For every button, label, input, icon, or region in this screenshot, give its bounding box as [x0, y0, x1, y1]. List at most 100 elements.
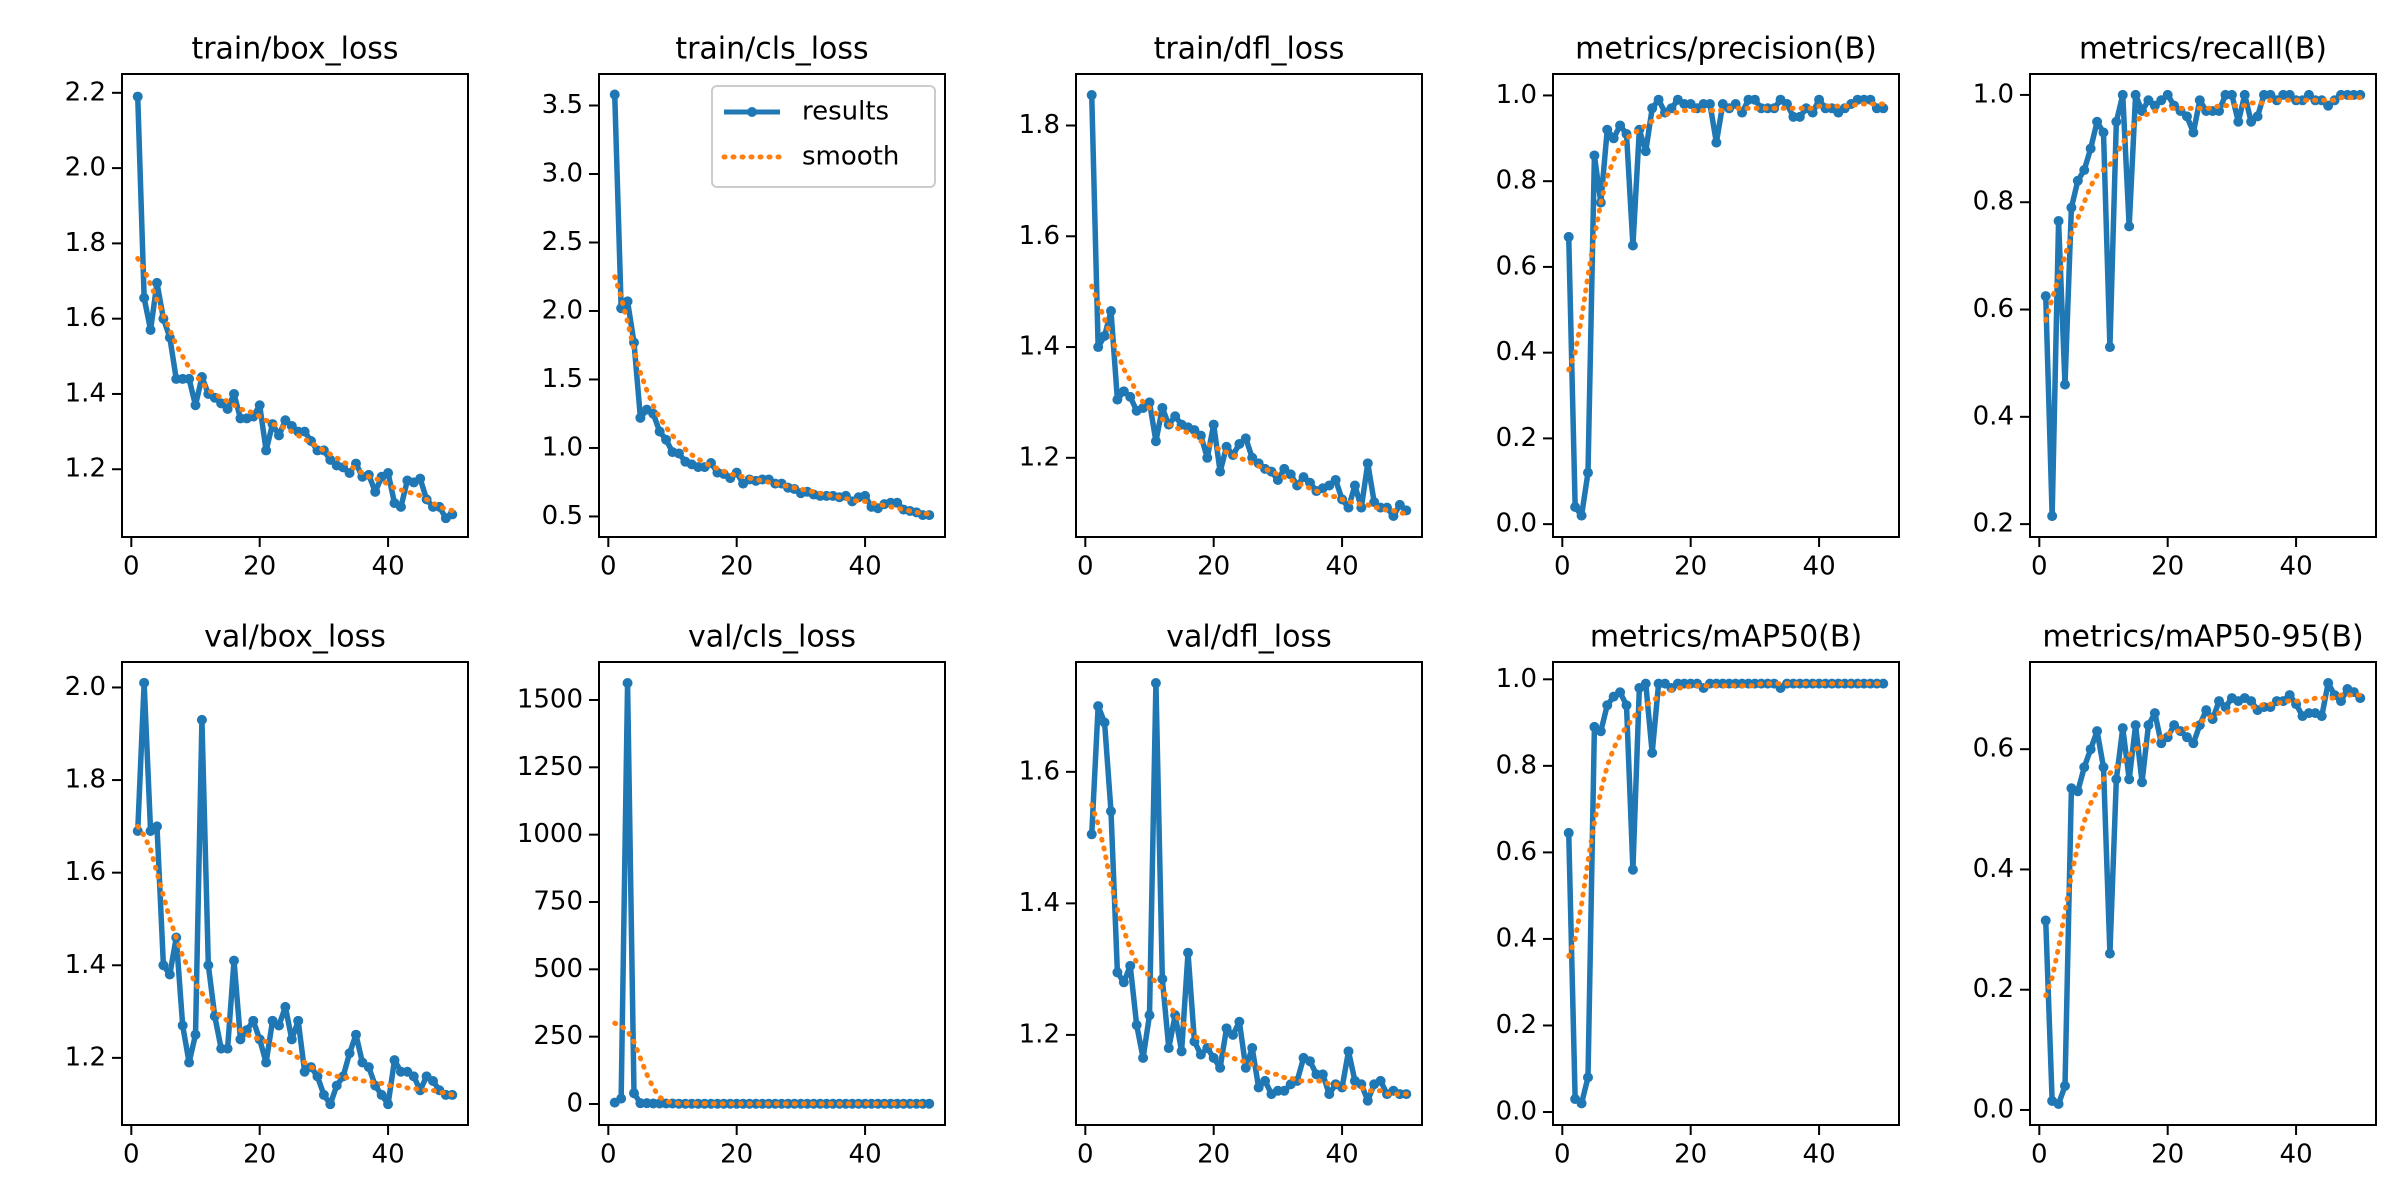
data-point: [1324, 1089, 1335, 1100]
subplot-title: val/cls_loss: [688, 620, 856, 655]
data-point: [1878, 678, 1889, 689]
data-point: [622, 678, 633, 689]
y-tick-label: 1.6: [65, 303, 106, 333]
data-point: [1563, 231, 1574, 242]
data-point: [196, 714, 207, 725]
data-point: [222, 404, 233, 415]
x-tick-label: 20: [243, 1140, 276, 1170]
data-point: [1099, 330, 1110, 341]
data-point: [1260, 1075, 1271, 1086]
x-tick-label: 0: [2031, 552, 2048, 582]
y-tick-label: 2.0: [542, 295, 583, 325]
x-tick-label: 20: [2151, 552, 2184, 582]
y-tick-label: 0.4: [1496, 923, 1537, 953]
data-point: [924, 1098, 935, 1109]
data-point: [1086, 90, 1097, 101]
data-point: [318, 1089, 329, 1100]
data-point: [293, 1015, 304, 1026]
data-point: [254, 400, 265, 411]
data-point: [661, 434, 672, 445]
legend-label: results: [802, 97, 889, 127]
smooth-line: [612, 274, 932, 517]
subplot: metrics/recall(B) 0 20 40 0.2 0.4 0.6 0.8 1.0: [1973, 32, 2377, 582]
smooth-line: [2043, 95, 2363, 323]
y-tick-label: 2.0: [65, 672, 106, 702]
data-point: [1582, 467, 1593, 478]
data-point: [1099, 717, 1110, 728]
data-point: [261, 445, 272, 456]
data-point: [2323, 678, 2334, 689]
data-point: [1138, 1052, 1149, 1063]
data-point: [1666, 103, 1677, 114]
y-tick-label: 0.5: [542, 501, 583, 531]
axes-frame: [121, 661, 469, 1126]
x-tick-label: 20: [2151, 1140, 2184, 1170]
y-tick-label: 0.6: [1973, 294, 2014, 324]
y-tick-label: 1.0: [1496, 80, 1537, 110]
subplot-title: val/dfl_loss: [1166, 620, 1331, 655]
data-point: [1105, 306, 1116, 317]
x-tick-label: 20: [1674, 552, 1707, 582]
x-tick-label: 20: [720, 1140, 753, 1170]
data-point: [280, 415, 291, 426]
data-point: [1131, 1020, 1142, 1031]
data-point: [2092, 116, 2103, 127]
data-point: [628, 1088, 639, 1099]
data-point: [892, 497, 903, 508]
data-point: [1615, 120, 1626, 131]
axes-frame: [1552, 661, 1900, 1126]
data-point: [190, 400, 201, 411]
data-point: [2085, 143, 2096, 154]
subplot-title: train/dfl_loss: [1154, 32, 1345, 67]
y-tick-label: 1.4: [1019, 888, 1060, 918]
plot-area: [1086, 678, 1412, 1106]
results-line: [1565, 96, 1884, 519]
y-tick-label: 1250: [517, 752, 583, 782]
x-tick-label: 40: [849, 552, 882, 582]
y-tick-label: 1.4: [1019, 332, 1060, 362]
data-point: [286, 1034, 297, 1045]
data-point: [1118, 977, 1129, 988]
data-point: [1621, 700, 1632, 711]
data-point: [2117, 89, 2128, 100]
data-point: [2104, 342, 2115, 353]
data-point: [1330, 474, 1341, 485]
data-point: [1576, 1098, 1587, 1109]
data-point: [673, 448, 684, 459]
data-point: [2098, 127, 2109, 138]
data-point: [2149, 708, 2160, 719]
data-point: [2040, 915, 2051, 926]
y-tick-label: 0.4: [1973, 854, 2014, 884]
data-point: [1317, 1069, 1328, 1080]
data-point: [2053, 216, 2064, 227]
smooth-line: [2043, 692, 2363, 999]
y-tick-label: 1.2: [65, 454, 106, 484]
data-point: [1349, 480, 1360, 491]
y-tick-label: 0.0: [1496, 1097, 1537, 1127]
data-point: [1640, 678, 1651, 689]
data-point: [2169, 720, 2180, 731]
x-tick-label: 0: [1077, 552, 1094, 582]
subplot: val/cls_loss 0 20 40 0 250 500 750 1000 1250 1500: [517, 620, 946, 1170]
y-tick-label: 0.2: [1973, 509, 2014, 539]
x-tick-label: 0: [600, 552, 617, 582]
data-point: [1279, 1085, 1290, 1096]
data-point: [1215, 1062, 1226, 1073]
data-point: [280, 1001, 291, 1012]
subplot: metrics/mAP50(B) 0 20 40 0.0 0.2 0.4 0.6 0.8 1.0: [1496, 620, 1900, 1170]
data-point: [2053, 1098, 2064, 1109]
data-point: [222, 1043, 233, 1054]
data-point: [1093, 342, 1104, 353]
data-point: [184, 1057, 195, 1068]
data-point: [1227, 1029, 1238, 1040]
x-tick-label: 40: [2280, 1140, 2313, 1170]
data-point: [1704, 99, 1715, 110]
data-point: [139, 292, 150, 303]
x-tick-label: 0: [123, 1140, 140, 1170]
data-point: [184, 373, 195, 384]
data-point: [1749, 94, 1760, 105]
data-point: [1285, 469, 1296, 480]
y-tick-label: 1.4: [65, 950, 106, 980]
y-tick-label: 1.6: [65, 857, 106, 887]
